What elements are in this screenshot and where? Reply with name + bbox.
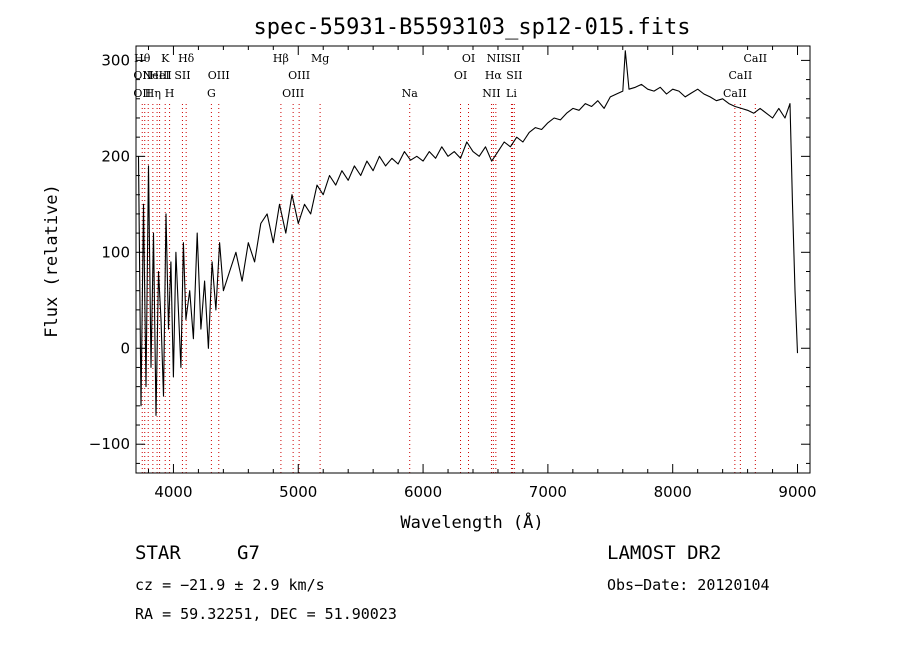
line-label: OII xyxy=(133,87,151,100)
x-tick-label: 4000 xyxy=(154,483,192,501)
line-label: Hα xyxy=(485,69,503,82)
x-tick-label: 8000 xyxy=(654,483,692,501)
line-label: H xyxy=(165,87,175,100)
survey-name: LAMOST DR2 xyxy=(607,542,722,564)
x-axis-label: Wavelength (Å) xyxy=(400,511,543,533)
line-label: NII xyxy=(487,52,505,65)
spectrum-line-0 xyxy=(137,50,799,416)
coordinates: RA = 59.32251, DEC = 51.90023 xyxy=(135,605,397,623)
spectrum-series xyxy=(137,50,799,416)
x-tick-label: 5000 xyxy=(279,483,317,501)
line-label: OIII xyxy=(288,69,310,82)
line-label: OI xyxy=(454,69,467,82)
line-label: CaII xyxy=(723,87,747,100)
line-label: HeI xyxy=(149,69,169,82)
y-axis-label: Flux (relative) xyxy=(42,184,62,338)
line-label: OI xyxy=(462,52,475,65)
line-label: CaII xyxy=(743,52,767,65)
line-label: OII xyxy=(133,69,151,82)
x-tick-label: 9000 xyxy=(778,483,816,501)
line-label: Li xyxy=(506,87,517,100)
y-tick-label: 200 xyxy=(101,147,130,165)
observation-date: Obs−Date: 20120104 xyxy=(607,576,770,594)
y-tick-label: −100 xyxy=(89,435,130,453)
line-label: SII xyxy=(504,52,520,65)
line-label: G xyxy=(207,87,216,100)
chart-title: spec-55931-B5593103_sp12-015.fits xyxy=(253,15,690,40)
line-label: CaII xyxy=(729,69,753,82)
line-label: OIII xyxy=(208,69,230,82)
x-tick-label: 7000 xyxy=(529,483,567,501)
line-label: Na xyxy=(402,87,419,100)
y-tick-label: 100 xyxy=(101,243,130,261)
line-label: SII xyxy=(174,69,190,82)
x-tick-label: 6000 xyxy=(404,483,442,501)
line-label: Hη xyxy=(145,87,161,100)
line-label: NII xyxy=(482,87,500,100)
spectral-line-markers: HθOIIOIIHηNeIIIHeIKHSIIHδGOIIIHβOIIIOIII… xyxy=(133,52,767,473)
line-label: Hβ xyxy=(273,52,289,65)
line-label: SII xyxy=(506,69,522,82)
ticks: 4000 5000 6000 7000 8000 9000 −100 0 100 200 300 xyxy=(89,46,817,501)
line-label: Hδ xyxy=(178,52,195,65)
object-class: STAR xyxy=(135,542,181,564)
line-label: OIII xyxy=(282,87,304,100)
y-tick-label: 300 xyxy=(101,51,130,69)
line-label: K xyxy=(161,52,170,65)
object-subclass: G7 xyxy=(237,542,260,564)
line-label: NeIII xyxy=(143,69,172,82)
y-tick-label: 0 xyxy=(120,339,130,357)
line-label: Hθ xyxy=(134,52,151,65)
line-label: Mg xyxy=(311,52,329,65)
redshift-value: cz = −21.9 ± 2.9 km/s xyxy=(135,576,325,594)
